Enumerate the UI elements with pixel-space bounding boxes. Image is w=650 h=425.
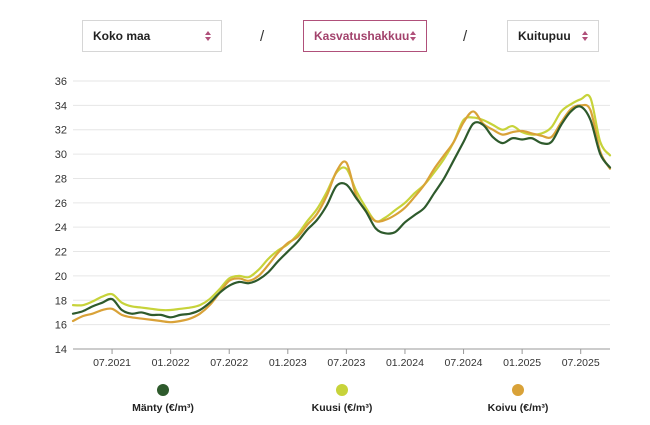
select-arrows-icon <box>582 31 588 41</box>
cutting-type-select-label: Kasvatushakkuu <box>314 29 410 43</box>
y-tick-label: 24 <box>55 222 67 234</box>
x-tick-label: 01.2023 <box>269 357 307 369</box>
y-tick-label: 34 <box>55 100 67 112</box>
legend-label: Koivu (€/m³) <box>487 402 549 414</box>
x-tick-label: 01.2024 <box>386 357 424 369</box>
legend-label: Mänty (€/m³) <box>132 402 194 414</box>
legend-label: Kuusi (€/m³) <box>311 402 373 414</box>
legend-item-koivu[interactable]: Koivu (€/m³) <box>463 384 573 414</box>
x-tick-label: 07.2021 <box>93 357 131 369</box>
legend-item-manty[interactable]: Mänty (€/m³) <box>108 384 218 414</box>
y-tick-label: 26 <box>55 198 67 210</box>
filter-separator: / <box>260 28 265 45</box>
y-tick-label: 30 <box>55 149 67 161</box>
y-tick-label: 32 <box>55 125 67 137</box>
x-tick-label: 01.2025 <box>503 357 541 369</box>
y-tick-label: 20 <box>55 271 67 283</box>
y-tick-label: 28 <box>55 173 67 185</box>
y-tick-label: 18 <box>55 295 67 307</box>
assortment-select[interactable]: Kuitupuu <box>507 20 599 52</box>
legend-dot <box>512 384 524 396</box>
x-tick-label: 07.2022 <box>210 357 248 369</box>
region-select[interactable]: Koko maa <box>82 20 222 52</box>
x-tick-label: 01.2022 <box>152 357 190 369</box>
x-axis: 07.2021 01.2022 07.2022 01.2023 07.2023 01.20… <box>73 348 610 369</box>
series-line-0 <box>71 105 612 319</box>
filter-separator: / <box>463 28 468 45</box>
y-tick-label: 22 <box>55 247 67 259</box>
y-tick-label: 36 <box>55 76 67 88</box>
y-tick-label: 14 <box>55 344 67 356</box>
y-tick-label: 16 <box>55 320 67 332</box>
y-axis: 14 16 18 20 22 24 26 28 30 32 34 36 <box>55 76 67 356</box>
region-select-label: Koko maa <box>93 29 151 43</box>
assortment-select-label: Kuitupuu <box>518 29 571 43</box>
series-line-2 <box>71 103 612 324</box>
x-tick-label: 07.2024 <box>445 357 483 369</box>
select-arrows-icon <box>410 31 416 41</box>
x-tick-label: 07.2025 <box>562 357 600 369</box>
cutting-type-select[interactable]: Kasvatushakkuu <box>303 20 427 52</box>
legend-dot <box>336 384 348 396</box>
x-tick-label: 07.2023 <box>327 357 365 369</box>
chart-lines <box>71 93 612 324</box>
select-arrows-icon <box>205 31 211 41</box>
legend-item-kuusi[interactable]: Kuusi (€/m³) <box>287 384 397 414</box>
legend-dot <box>157 384 169 396</box>
